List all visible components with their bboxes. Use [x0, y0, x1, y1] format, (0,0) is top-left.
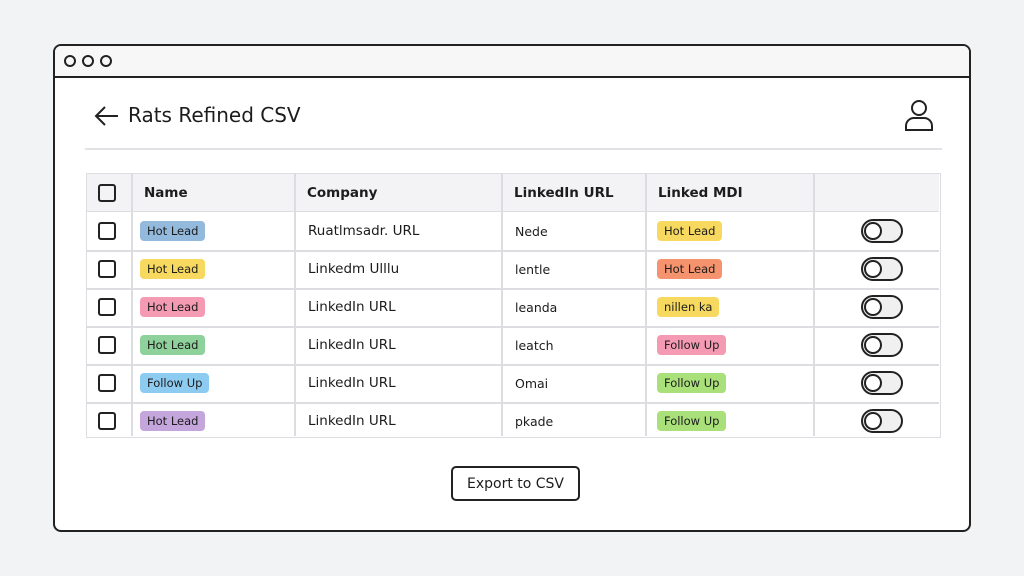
back-button[interactable]	[93, 104, 121, 128]
row-divider	[87, 364, 939, 366]
status-tag: Follow Up	[657, 411, 727, 431]
linkedin-cell: Omai	[515, 375, 549, 391]
select-all-checkbox[interactable]	[98, 184, 116, 202]
row-checkbox[interactable]	[98, 298, 116, 316]
company-cell: LinkedIn URL	[308, 337, 396, 353]
row-checkbox[interactable]	[98, 336, 116, 354]
row-toggle[interactable]	[861, 371, 903, 395]
lead-tag: Hot Lead	[140, 297, 206, 317]
row-toggle[interactable]	[861, 219, 903, 243]
row-toggle[interactable]	[861, 295, 903, 319]
company-cell: LinkedIn URL	[308, 413, 396, 429]
status-cell: Follow Up	[657, 364, 727, 402]
user-icon[interactable]	[903, 98, 935, 132]
leads-table: Name Company LinkedIn URL Linked MDI Hot Lea…	[86, 173, 941, 438]
name-cell: Hot Lead	[140, 402, 206, 440]
column-header: LinkedIn URL	[514, 185, 614, 201]
row-divider	[87, 402, 939, 404]
company-cell: LinkedIn URL	[308, 375, 396, 391]
row-toggle[interactable]	[861, 257, 903, 281]
name-cell: Hot Lead	[140, 288, 206, 326]
name-cell: Follow Up	[140, 364, 210, 402]
status-cell: nillen ka	[657, 288, 720, 326]
column-divider	[501, 174, 503, 436]
row-divider	[87, 326, 939, 328]
column-header: Company	[307, 185, 378, 201]
status-tag: nillen ka	[657, 297, 720, 317]
export-button[interactable]: Export to CSV	[451, 466, 580, 501]
linkedin-cell: Nede	[515, 223, 548, 239]
status-cell: Follow Up	[657, 402, 727, 440]
status-cell: Hot Lead	[657, 212, 723, 250]
window-dot	[82, 55, 94, 67]
column-divider	[813, 174, 815, 436]
window-bar	[55, 46, 969, 78]
status-tag: Follow Up	[657, 335, 727, 355]
lead-tag: Hot Lead	[140, 411, 206, 431]
divider	[85, 148, 942, 150]
name-cell: Hot Lead	[140, 212, 206, 250]
lead-tag: Hot Lead	[140, 259, 206, 279]
lead-tag: Follow Up	[140, 373, 210, 393]
page-title: Rats Refined CSV	[128, 103, 301, 127]
name-cell: Hot Lead	[140, 326, 206, 364]
linkedin-cell: lentle	[515, 261, 551, 277]
app-window: Rats Refined CSV Name Company LinkedIn URL…	[53, 44, 971, 532]
linkedin-cell: leanda	[515, 299, 558, 315]
lead-tag: Hot Lead	[140, 221, 206, 241]
lead-tag: Hot Lead	[140, 335, 206, 355]
status-tag: Follow Up	[657, 373, 727, 393]
company-cell: LinkedIn URL	[308, 299, 396, 315]
row-checkbox[interactable]	[98, 222, 116, 240]
column-divider	[645, 174, 647, 436]
status-cell: Hot Lead	[657, 250, 723, 288]
header-row	[87, 174, 939, 212]
row-divider	[87, 250, 939, 252]
row-divider	[87, 288, 939, 290]
row-checkbox[interactable]	[98, 412, 116, 430]
column-header: Linked MDI	[658, 185, 743, 201]
column-header: Name	[144, 185, 188, 201]
window-dot	[100, 55, 112, 67]
status-tag: Hot Lead	[657, 221, 723, 241]
window-dot	[64, 55, 76, 67]
row-toggle[interactable]	[861, 333, 903, 357]
linkedin-cell: pkade	[515, 413, 554, 429]
company-cell: Ruatlmsadr. URL	[308, 223, 420, 239]
row-checkbox[interactable]	[98, 260, 116, 278]
column-divider	[294, 174, 296, 436]
column-divider	[131, 174, 133, 436]
row-checkbox[interactable]	[98, 374, 116, 392]
row-toggle[interactable]	[861, 409, 903, 433]
company-cell: Linkedm Ulllu	[308, 261, 400, 277]
status-tag: Hot Lead	[657, 259, 723, 279]
status-cell: Follow Up	[657, 326, 727, 364]
name-cell: Hot Lead	[140, 250, 206, 288]
linkedin-cell: leatch	[515, 337, 554, 353]
